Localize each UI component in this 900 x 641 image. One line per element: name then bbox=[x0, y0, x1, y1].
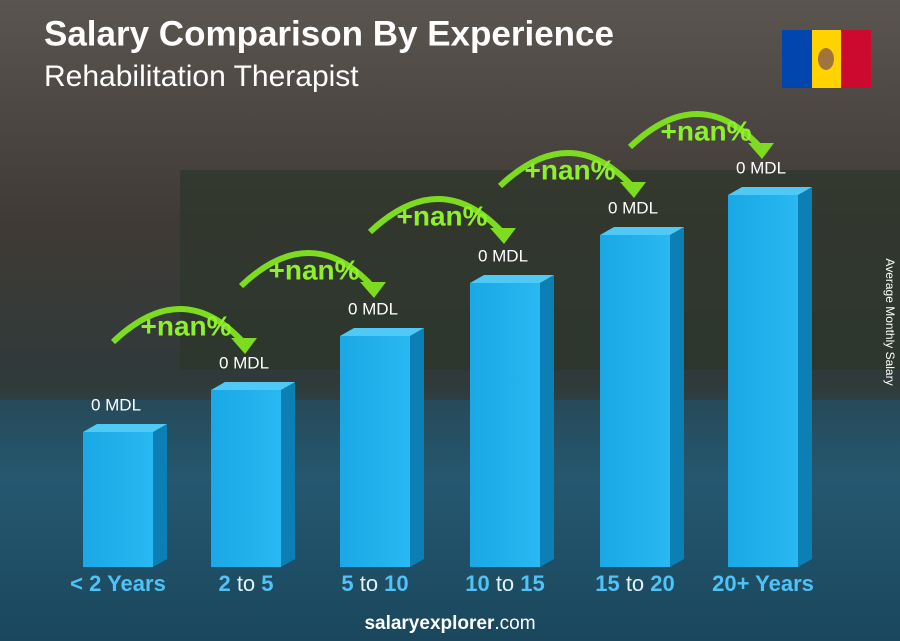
bar bbox=[470, 283, 540, 567]
category-label: 2 to 5 bbox=[218, 571, 273, 596]
category-label-part: < 2 Years bbox=[70, 571, 166, 596]
bar-side bbox=[798, 187, 812, 567]
change-label: +nan% bbox=[524, 154, 615, 185]
value-label: 0 MDL bbox=[608, 198, 658, 217]
category-label-part: 20+ Years bbox=[712, 571, 814, 596]
change-label: +nan% bbox=[140, 310, 231, 341]
category-label-part: to bbox=[231, 571, 255, 596]
axis-label: Average Monthly Salary bbox=[883, 258, 897, 385]
category-label-part: 10 bbox=[465, 571, 489, 596]
bar bbox=[211, 390, 281, 567]
change-arrowhead bbox=[231, 338, 257, 354]
bar-side bbox=[540, 275, 554, 567]
category-label-part: 15 bbox=[514, 571, 545, 596]
category-label-part: to bbox=[620, 571, 644, 596]
bar-top bbox=[211, 382, 295, 390]
change-arrowhead bbox=[748, 143, 774, 159]
category-label-part: 15 bbox=[595, 571, 619, 596]
change-arrowhead bbox=[620, 182, 646, 198]
category-label: 20+ Years bbox=[712, 571, 814, 596]
change-arrow bbox=[497, 150, 635, 189]
category-label: 10 to 15 bbox=[465, 571, 545, 596]
category-label-part: to bbox=[354, 571, 378, 596]
bar bbox=[340, 336, 410, 567]
change-arrow bbox=[110, 306, 246, 345]
bar-top bbox=[470, 275, 554, 283]
value-label: 0 MDL bbox=[478, 246, 528, 265]
category-label: < 2 Years bbox=[70, 571, 166, 596]
change-label: +nan% bbox=[396, 200, 487, 231]
change-arrowhead bbox=[360, 282, 386, 298]
category-label-part: 5 bbox=[341, 571, 353, 596]
bar-top bbox=[340, 328, 424, 336]
bar bbox=[83, 432, 153, 567]
title: Salary Comparison By Experience bbox=[44, 14, 614, 53]
bar-top bbox=[728, 187, 812, 195]
flag bbox=[782, 30, 871, 88]
change-label: +nan% bbox=[660, 115, 751, 146]
change-arrow bbox=[238, 250, 375, 289]
value-label: 0 MDL bbox=[736, 158, 786, 177]
bar-top bbox=[600, 227, 684, 235]
value-label: 0 MDL bbox=[91, 395, 141, 414]
category-label-part: 20 bbox=[644, 571, 675, 596]
category-label-part: to bbox=[490, 571, 514, 596]
bar-side bbox=[153, 424, 167, 567]
change-arrow bbox=[367, 196, 505, 235]
change-label: +nan% bbox=[268, 254, 359, 285]
bar-top bbox=[83, 424, 167, 432]
footer-part: salary bbox=[364, 613, 419, 634]
category-label-part: 5 bbox=[255, 571, 273, 596]
change-arrowhead bbox=[490, 228, 516, 244]
footer: salaryexplorer.com bbox=[364, 613, 535, 634]
footer-part: explorer bbox=[419, 613, 495, 634]
footer-part: .com bbox=[494, 613, 535, 634]
bar bbox=[728, 195, 798, 567]
bar-side bbox=[670, 227, 684, 567]
category-label: 15 to 20 bbox=[595, 571, 675, 596]
category-label-part: 2 bbox=[218, 571, 230, 596]
bar bbox=[600, 235, 670, 567]
bar-side bbox=[281, 382, 295, 567]
category-label: 5 to 10 bbox=[341, 571, 408, 596]
subtitle: Rehabilitation Therapist bbox=[44, 60, 359, 93]
change-arrow bbox=[627, 111, 763, 150]
value-label: 0 MDL bbox=[219, 353, 269, 372]
value-label: 0 MDL bbox=[348, 299, 398, 318]
category-label-part: 10 bbox=[378, 571, 409, 596]
bar-side bbox=[410, 328, 424, 567]
